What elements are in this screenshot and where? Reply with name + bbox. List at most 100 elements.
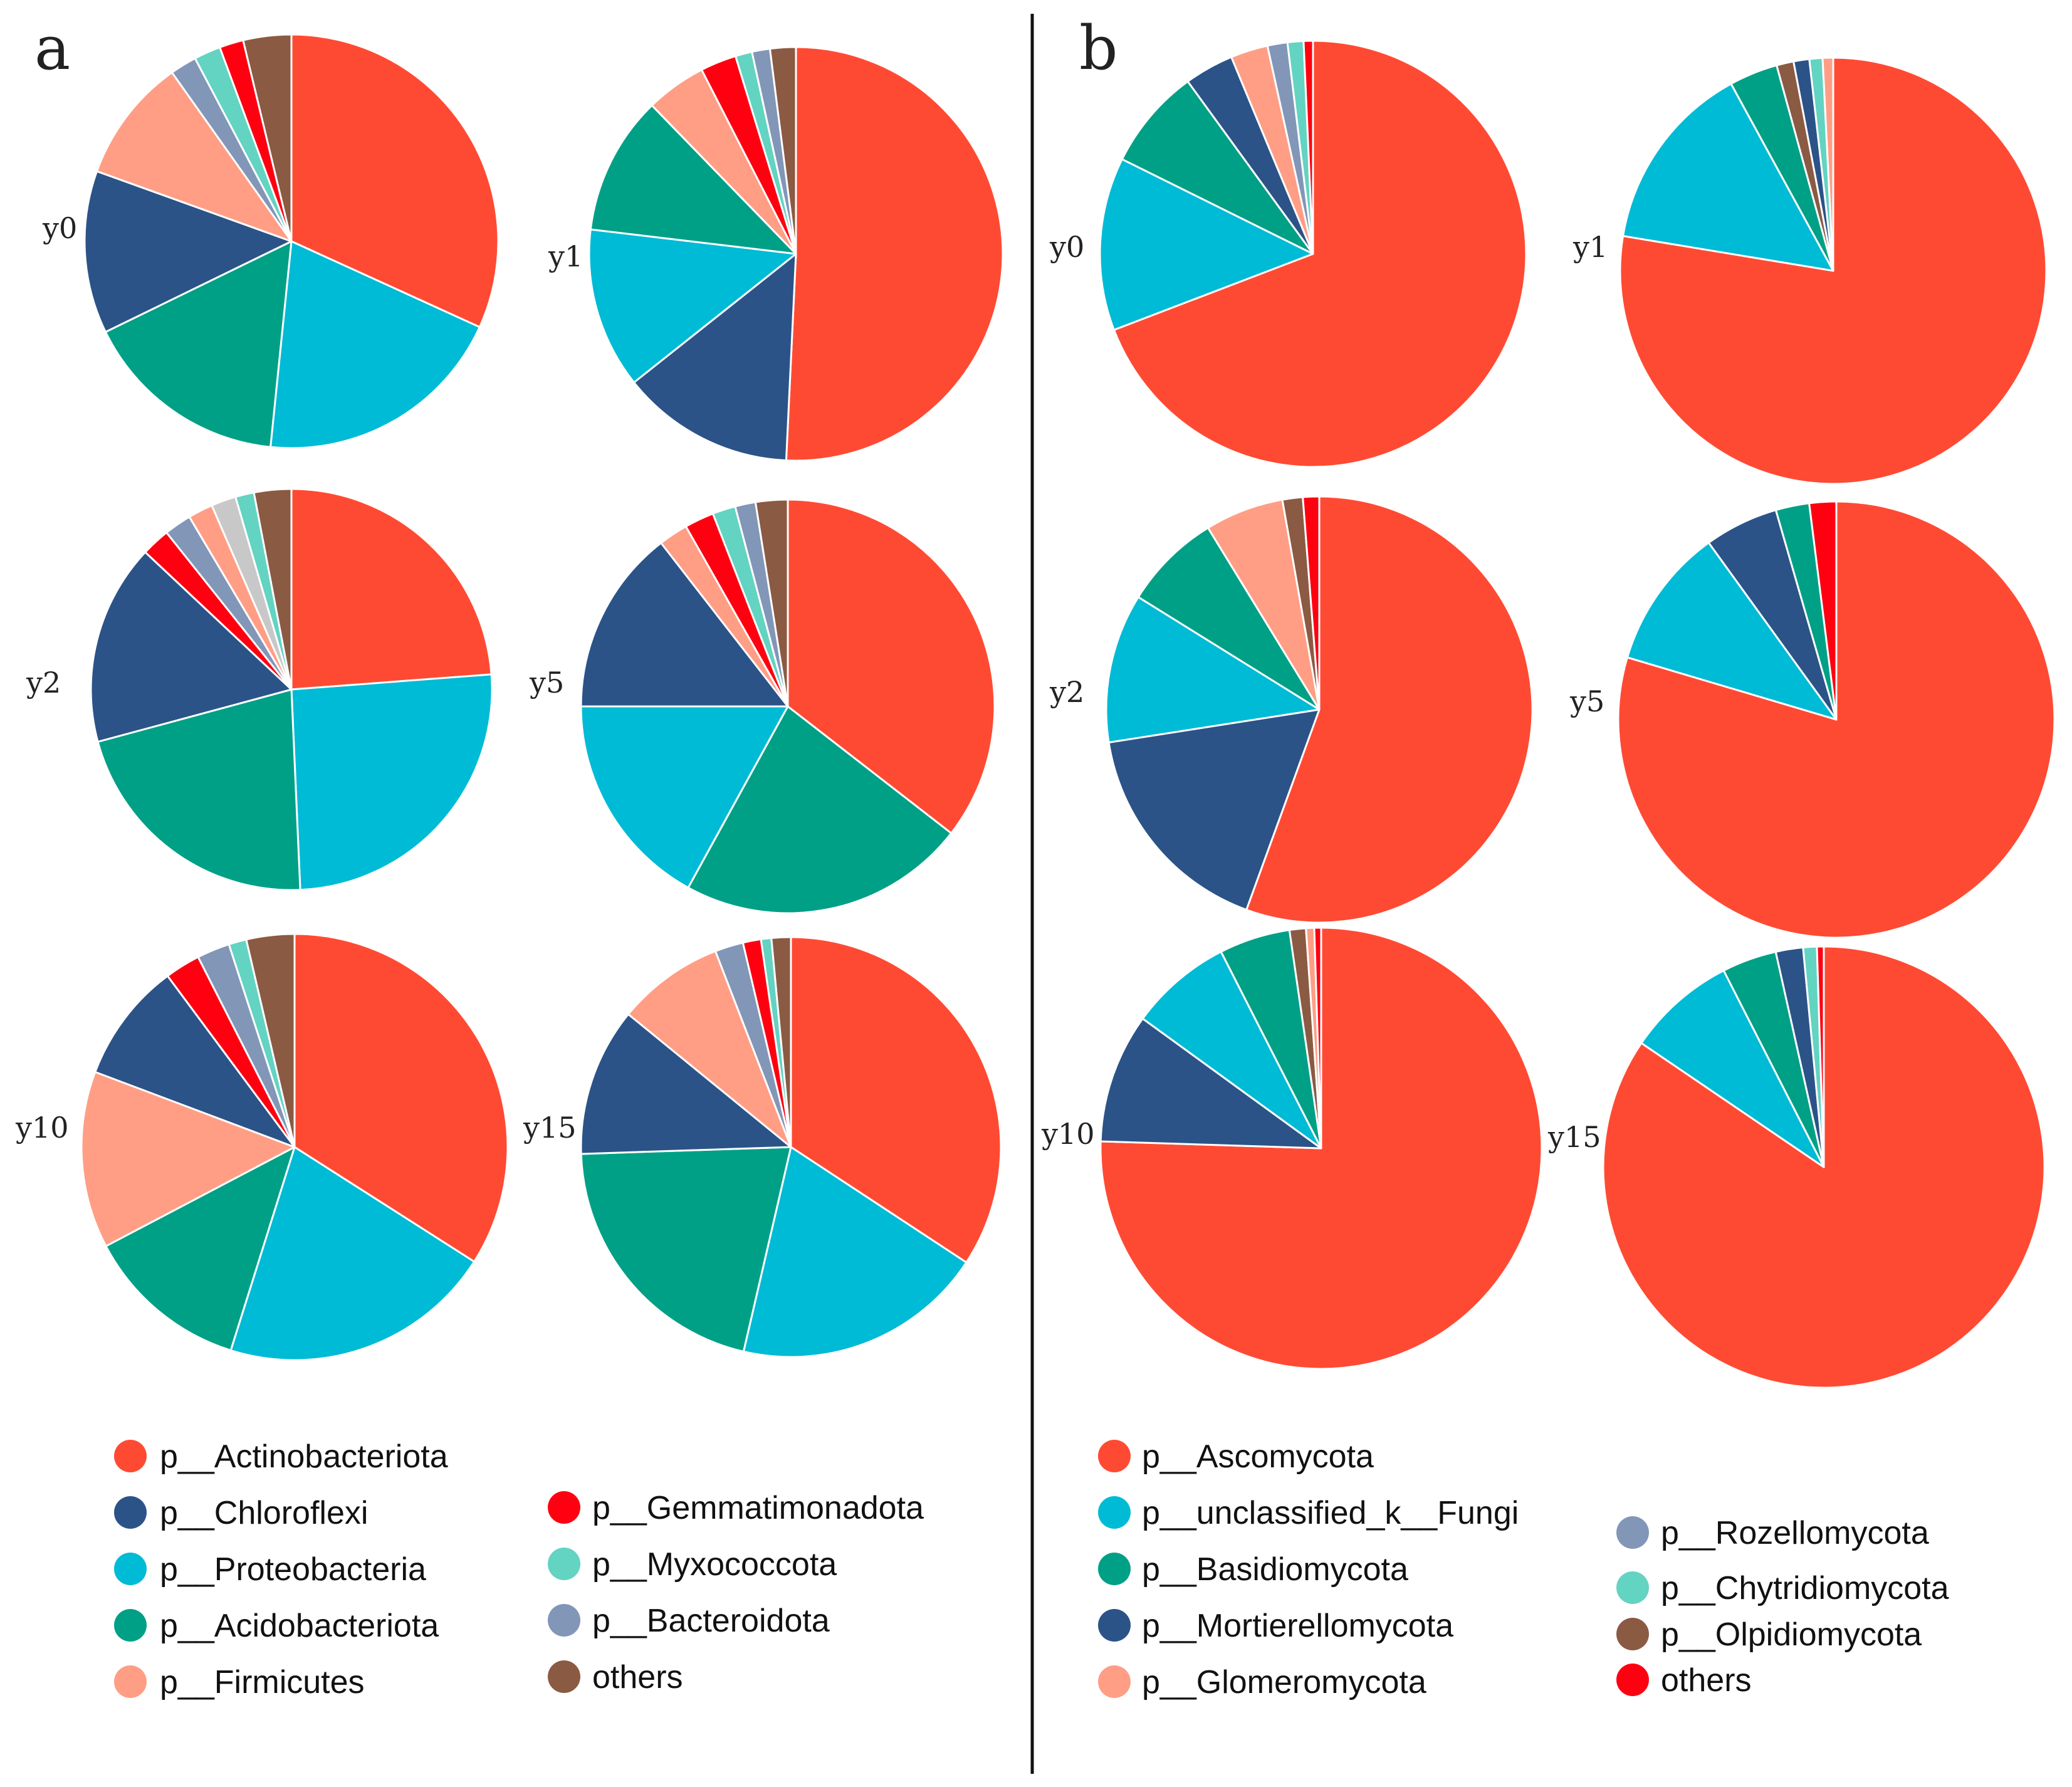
pie-slice-a-y1-8 [768,46,797,255]
legend-b-item-4: p__Glomeromycota [1098,1664,1426,1701]
legend-a-item-8: others [548,1659,683,1695]
pie-slice-a-y5-1 [687,705,953,914]
pie-label-a-y1: y1 [548,239,583,273]
legend-label: p__Chytridiomycota [1661,1570,1949,1606]
legend-label: p__Rozellomycota [1661,1515,1929,1551]
pie-slice-a-y10-4 [94,975,296,1148]
legend-a-item-7: p__Bacteroidota [548,1603,830,1639]
pie-a-y1 [588,46,1004,462]
pie-slice-b-y15-5 [1816,945,1825,1168]
legend-b: p__Ascomycota p__unclassified_k__Fungi p… [1098,1439,1949,1701]
legend-swatch [1098,1665,1131,1698]
pie-slice-b-y10-0 [1099,926,1543,1370]
legend-swatch [114,1440,147,1472]
legend-label: p__Gemmatimonadota [592,1490,924,1526]
pie-label-a-y5: y5 [529,666,564,700]
legend-label: p__Firmicutes [160,1664,365,1701]
pie-slice-b-y2-0 [1245,495,1534,924]
pie-slice-a-y10-8 [245,933,296,1148]
legend-label: p__Bacteroidota [592,1603,830,1639]
pie-slice-a-y0-4 [96,71,293,243]
pie-slice-a-y15-8 [770,936,792,1148]
pie-slice-b-y2-1 [1107,708,1321,911]
legend-a-item-0: p__Actinobacteriota [114,1439,448,1475]
pie-label-a-y2: y2 [26,666,61,700]
pie-b-y0 [1099,39,1527,468]
pie-slice-a-y15-3 [580,1013,792,1155]
pie-slice-a-y2-1 [290,673,493,891]
legend-label: p__Olpidiomycota [1661,1617,1922,1653]
pie-slice-b-y1-1 [1622,83,1834,272]
legend-b-item-7: p__Olpidiomycota [1616,1617,1922,1653]
legend-b-item-1: p__unclassified_k__Fungi [1098,1495,1519,1531]
legend-b-item-0: p__Ascomycota [1098,1439,1374,1475]
legend-label: p__Glomeromycota [1142,1664,1426,1701]
pie-slice-a-y1-2 [588,228,797,384]
legend-label: others [592,1659,683,1695]
pie-slice-a-y2-2 [97,688,301,891]
pie-slice-a-y5-0 [787,498,996,834]
pie-slice-a-y5-2 [580,705,789,889]
pie-label-b-y0: y0 [1049,230,1084,264]
legend-a-item-1: p__Chloroflexi [114,1495,368,1531]
legend-swatch [548,1660,580,1693]
pie-slice-b-y15-1 [1640,969,1825,1168]
pie-slice-b-y0-0 [1112,39,1527,468]
legend-b-item-6: p__Chytridiomycota [1616,1570,1949,1606]
pie-slice-b-y2-3 [1137,527,1321,711]
legend-swatch [1098,1496,1131,1529]
pie-slice-b-y10-1 [1099,1017,1322,1150]
pie-b-y5 [1617,500,2056,939]
legend-swatch [1098,1553,1131,1585]
pie-a-y15 [580,936,1002,1358]
legend-swatch [1616,1571,1649,1604]
pie-slice-a-y1-3 [589,104,797,255]
legend-label: p__Mortierellomycota [1142,1608,1453,1644]
pie-slice-a-y5-3 [580,542,789,708]
panel-a-letter: a [34,13,70,83]
pie-slice-b-y10-2 [1141,950,1322,1150]
pie-label-b-y5: y5 [1569,684,1604,718]
pie-slice-a-y2-3 [90,551,293,743]
pie-slice-b-y5-1 [1626,542,1838,721]
legend-swatch [1616,1516,1649,1549]
pie-slice-a-y2-9 [253,488,293,691]
pie-slice-a-y5-8 [754,498,789,708]
pie-label-a-y15: y15 [523,1111,577,1145]
legend-b-item-5: p__Rozellomycota [1616,1515,1929,1551]
legend-swatch [114,1609,147,1642]
legend-swatch [114,1665,147,1698]
legend-swatch [1616,1664,1649,1696]
pie-slice-b-y5-4 [1808,500,1838,721]
pie-slice-a-y15-2 [580,1146,792,1353]
legend-swatch [114,1553,147,1585]
pie-charts [80,33,2056,1389]
legend-label: p__unclassified_k__Fungi [1142,1495,1519,1531]
pie-a-y0 [83,33,500,449]
pie-slice-a-y10-0 [293,933,509,1263]
pie-slice-b-y0-2 [1121,80,1314,255]
legend-label: p__Basidiomycota [1142,1551,1408,1588]
legend-swatch [1098,1440,1131,1472]
pie-label-a-y10: y10 [15,1111,69,1145]
pie-label-b-y15: y15 [1547,1120,1601,1154]
pie-slice-a-y0-1 [269,240,481,449]
legend-a-item-5: p__Gemmatimonadota [548,1490,924,1526]
pie-label-b-y1: y1 [1572,230,1608,264]
legend-b-item-2: p__Basidiomycota [1098,1551,1408,1588]
legend-swatch [548,1548,580,1580]
legend-a-item-3: p__Acidobacteriota [114,1608,439,1644]
pie-slice-a-y15-4 [627,950,792,1148]
pie-slice-b-y0-7 [1302,39,1314,255]
pie-slice-a-y0-2 [104,240,293,448]
pie-slice-b-y10-6 [1313,926,1322,1150]
pie-slice-a-y15-1 [742,1146,968,1358]
pie-slice-a-y1-1 [633,253,797,462]
pie-label-b-y10: y10 [1041,1117,1095,1151]
legend-swatch [1098,1609,1131,1642]
legend-label: p__Chloroflexi [160,1495,368,1531]
legend-a-item-4: p__Firmicutes [114,1664,365,1701]
pie-slice-b-y0-1 [1099,158,1314,331]
pie-slice-a-y0-3 [83,170,293,333]
